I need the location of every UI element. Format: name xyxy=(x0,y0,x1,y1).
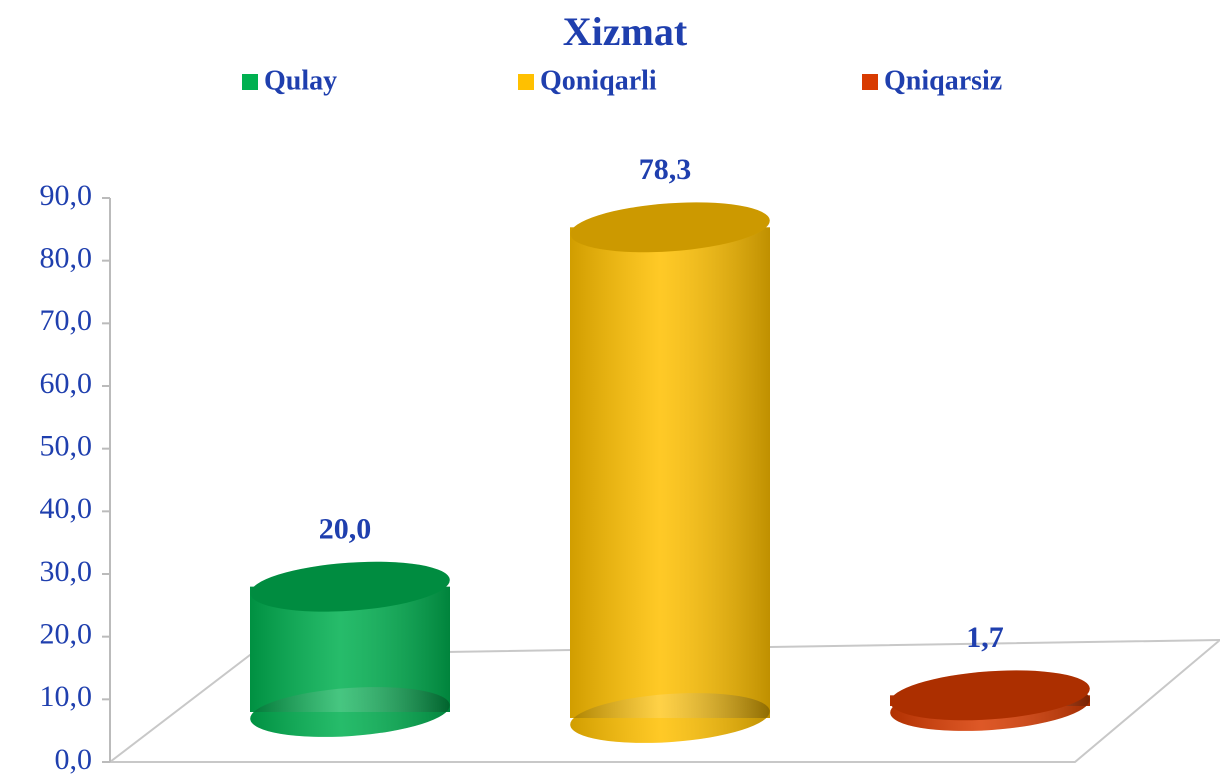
legend-swatch xyxy=(242,74,258,90)
legend-swatch xyxy=(518,74,534,90)
bar-top xyxy=(570,202,770,253)
bar-top xyxy=(890,670,1090,721)
y-tick-label: 70,0 xyxy=(40,304,93,337)
data-label: 78,3 xyxy=(639,153,692,186)
y-tick-label: 90,0 xyxy=(40,179,93,212)
bar-top-shade xyxy=(570,202,770,253)
legend-label: Qoniqarli xyxy=(540,65,657,96)
legend-label: Qniqarsiz xyxy=(884,65,1002,96)
bar-top-shade xyxy=(890,670,1090,721)
bar xyxy=(890,670,1090,731)
bar xyxy=(250,561,450,737)
data-label: 20,0 xyxy=(319,513,372,546)
bar xyxy=(570,202,770,743)
y-tick-label: 30,0 xyxy=(40,555,93,588)
y-tick-label: 20,0 xyxy=(40,618,93,651)
bar-top-shade xyxy=(250,561,450,612)
data-label: 1,7 xyxy=(966,621,1004,654)
bar-shade xyxy=(570,227,770,718)
legend-label: Qulay xyxy=(264,65,337,96)
legend-swatch xyxy=(862,74,878,90)
y-tick-label: 40,0 xyxy=(40,492,93,525)
y-tick-label: 0,0 xyxy=(55,743,93,776)
y-tick-label: 80,0 xyxy=(40,242,93,275)
floor xyxy=(107,638,1220,763)
y-tick-label: 50,0 xyxy=(40,430,93,463)
bar-top xyxy=(250,561,450,612)
chart-title: Xizmat xyxy=(563,9,688,54)
y-tick-label: 10,0 xyxy=(40,680,93,713)
y-tick-label: 60,0 xyxy=(40,367,93,400)
